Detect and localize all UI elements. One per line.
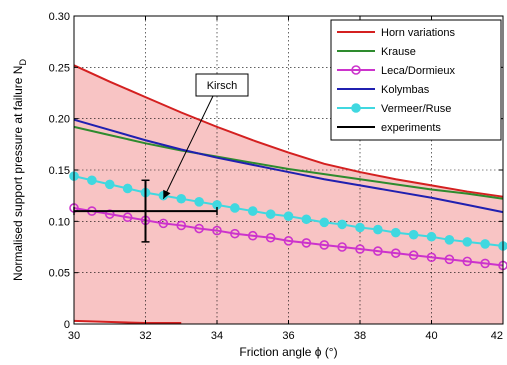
data-point (283, 211, 294, 221)
data-point (122, 212, 133, 223)
data-point (194, 197, 204, 207)
y-tick-label: 0.20 (49, 114, 70, 126)
series-line-4 (73, 118, 504, 214)
x-tick-label: 30 (68, 330, 80, 342)
annotation-box (195, 73, 249, 97)
annotation-arrow (162, 95, 214, 199)
data-point (373, 246, 383, 256)
data-point (319, 217, 330, 228)
data-point (373, 224, 383, 235)
data-point (212, 225, 222, 236)
annotation-label: Kirsch (207, 80, 238, 92)
data-point (337, 219, 347, 230)
x-axis-label: Friction angle ϕ (°) (239, 345, 337, 359)
data-point (408, 250, 419, 261)
data-point (122, 183, 133, 194)
data-point (462, 256, 473, 267)
series-layer (69, 64, 507, 324)
legend-label: Krause (381, 46, 416, 58)
legend-box (330, 19, 502, 141)
data-point (444, 235, 455, 245)
data-point (247, 230, 258, 241)
series-line-2 (73, 125, 504, 200)
data-point (355, 244, 365, 254)
legend-marker (351, 65, 361, 75)
data-point (265, 209, 276, 219)
x-tick-label: 34 (211, 330, 223, 342)
data-point (480, 239, 490, 249)
data-point (319, 240, 330, 250)
data-point (283, 236, 294, 246)
data-point (355, 222, 365, 233)
data-point (390, 248, 401, 258)
legend-item: Leca/Dormieux (337, 65, 455, 77)
legend-label: Vermeer/Ruse (381, 103, 451, 115)
x-tick-label: 38 (354, 330, 366, 342)
data-point (408, 229, 419, 240)
legend-item: Kolymbas (337, 84, 430, 96)
data-point (480, 258, 490, 269)
data-point (265, 232, 276, 243)
legend-item: Vermeer/Ruse (337, 103, 451, 115)
data-point (301, 238, 312, 248)
legend-marker (351, 103, 361, 113)
data-point (230, 203, 240, 213)
data-point (247, 206, 258, 216)
data-point (87, 175, 97, 186)
x-tick-label: 36 (282, 330, 294, 342)
data-point (390, 227, 401, 238)
x-tick-label: 42 (491, 330, 503, 342)
y-tick-label: 0 (64, 319, 70, 331)
data-point (194, 223, 204, 234)
annotation-layer: Kirsch (162, 73, 249, 199)
data-point (444, 254, 455, 265)
legend-item: experiments (337, 122, 441, 134)
legend-item: Horn variations (337, 27, 455, 39)
y-tick-label: 0.25 (49, 62, 70, 74)
legend-label: Horn variations (381, 27, 455, 39)
axes-layer (73, 15, 504, 325)
legend-label: Leca/Dormieux (381, 65, 455, 77)
data-point (301, 214, 312, 225)
tick-label-layer: 30 32 34 36 38 40 42 0 0.05 0.10 0.15 0.20 0.25 0.30 (49, 11, 503, 342)
annotation-arrowhead (163, 189, 171, 199)
legend: Horn variations Krause Leca/Dormieux Kolymb… (330, 19, 502, 141)
data-point (158, 218, 169, 229)
series-line-0 (73, 64, 504, 198)
y-tick-label: 0.10 (49, 216, 70, 228)
x-tick-label: 32 (139, 330, 151, 342)
data-point (426, 252, 437, 263)
legend-item: Krause (337, 46, 416, 58)
fill-region (74, 65, 503, 324)
y-axis-label: Normalised support pressure at failure N… (11, 59, 28, 281)
y-tick-label: 0.30 (49, 11, 70, 23)
data-point (176, 220, 187, 231)
data-point (230, 228, 240, 239)
y-tick-label: 0.15 (49, 165, 70, 177)
data-point (426, 231, 437, 242)
data-point (337, 242, 347, 252)
fill-region-layer (74, 65, 503, 324)
x-tick-label: 40 (425, 330, 437, 342)
legend-label: Kolymbas (381, 84, 430, 96)
y-tick-label: 0.05 (49, 268, 70, 280)
data-point (462, 237, 473, 247)
data-point (176, 193, 187, 204)
data-point (104, 179, 115, 190)
y-axis-label-subscript: D (18, 59, 28, 66)
legend-label: experiments (381, 122, 441, 134)
y-axis-label-main: Normalised support pressure at failure N (11, 66, 25, 281)
